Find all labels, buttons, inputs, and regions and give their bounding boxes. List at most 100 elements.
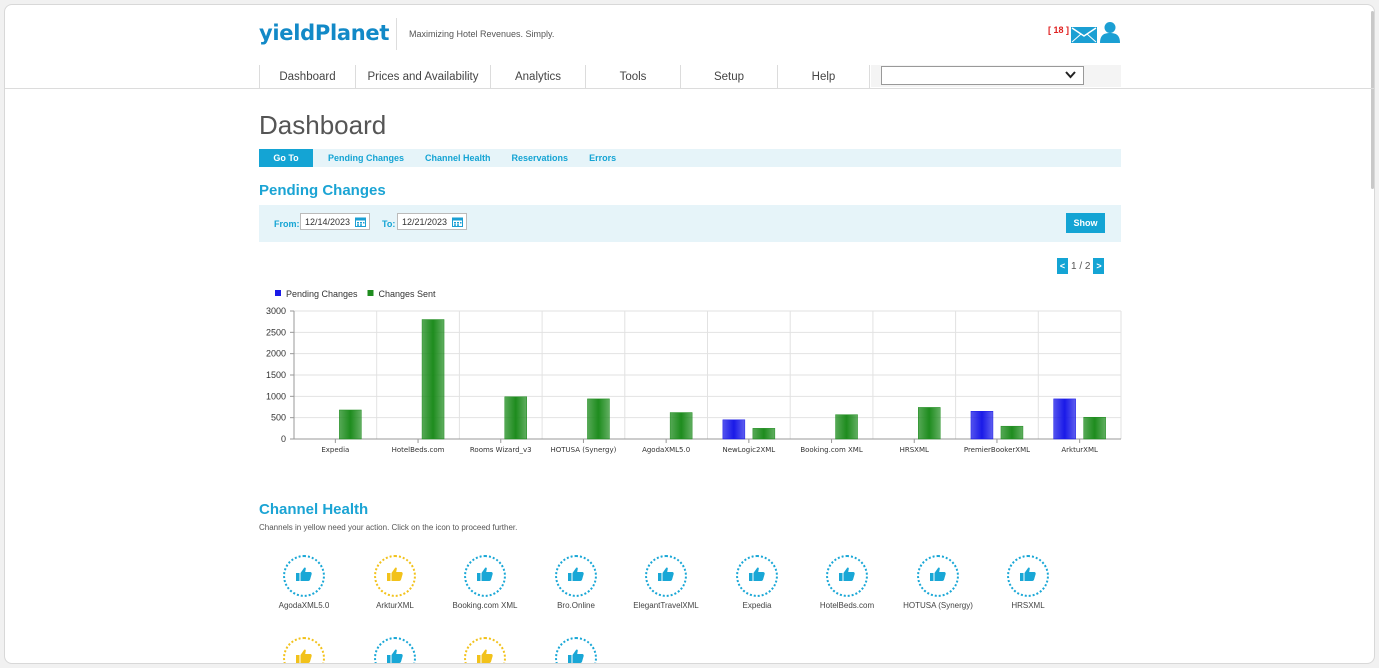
thumbs-up-icon[interactable] — [387, 648, 403, 664]
channel-status-circle[interactable] — [283, 555, 325, 597]
y-tick-label: 3000 — [266, 306, 286, 316]
channel-status-circle[interactable] — [826, 555, 868, 597]
channel-name: HOTUSA (Synergy) — [903, 601, 973, 610]
goto-errors[interactable]: Errors — [589, 153, 617, 163]
thumbs-up-icon[interactable] — [839, 566, 855, 586]
channel-item[interactable]: ArkturXML — [350, 555, 440, 610]
nav-analytics[interactable]: Analytics — [490, 65, 585, 89]
channel-item[interactable]: AgodaXML5.0 — [259, 555, 349, 610]
legend-label: Pending Changes — [286, 289, 358, 299]
bar-sent — [587, 398, 610, 440]
pager-next-button[interactable]: > — [1093, 258, 1105, 274]
top-header: yieldPlanet Maximizing Hotel Revenues. S… — [5, 5, 1374, 89]
channel-item[interactable]: ElegantTravelXML — [621, 555, 711, 610]
channel-status-circle[interactable] — [645, 555, 687, 597]
user-icon[interactable] — [1099, 21, 1121, 48]
thumbs-up-icon[interactable] — [568, 566, 584, 586]
thumbs-up-icon[interactable] — [1020, 566, 1036, 586]
calendar-icon[interactable] — [355, 217, 366, 229]
channel-item[interactable]: Expedia — [712, 555, 802, 610]
channel-item[interactable]: Booking.com XML — [440, 555, 530, 610]
show-button[interactable]: Show — [1066, 213, 1105, 233]
calendar-icon[interactable] — [452, 217, 463, 229]
channel-item[interactable]: Bro.Online — [531, 555, 621, 610]
bar-sent — [421, 319, 445, 440]
thumbs-up-icon[interactable] — [296, 648, 312, 664]
thumbs-up-icon[interactable] — [477, 648, 493, 664]
channel-item[interactable] — [350, 637, 440, 664]
channel-item[interactable] — [440, 637, 530, 664]
thumbs-up-icon[interactable] — [477, 566, 493, 586]
bar-sent — [752, 428, 776, 440]
chevron-down-icon — [1064, 68, 1077, 86]
y-tick-label: 500 — [271, 413, 286, 423]
property-select[interactable] — [881, 66, 1084, 85]
channel-status-circle[interactable] — [1007, 555, 1049, 597]
nav-help[interactable]: Help — [777, 65, 870, 89]
bar-pending — [1053, 398, 1076, 440]
legend-swatch — [367, 290, 374, 296]
x-tick-label: HRSXML — [900, 446, 929, 454]
to-date-value: 12/21/2023 — [402, 217, 448, 227]
goto-reservations[interactable]: Reservations — [511, 153, 569, 163]
pending-changes-chart: Pending Changes Changes Sent 0 500 1000 1500 2… — [266, 289, 1122, 454]
from-date-input[interactable]: 12/14/2023 — [300, 213, 370, 230]
goto-pending-changes[interactable]: Pending Changes — [328, 153, 405, 163]
yieldplanet-logo[interactable]: yieldPlanet — [259, 21, 390, 45]
thumbs-up-icon[interactable] — [930, 566, 946, 586]
thumbs-up-icon[interactable] — [658, 566, 674, 586]
channel-item[interactable] — [531, 637, 621, 664]
pager-prev-button[interactable]: < — [1057, 258, 1068, 274]
channel-health-description: Channels in yellow need your action. Cli… — [259, 523, 518, 532]
channel-status-circle[interactable] — [374, 555, 416, 597]
to-date-input[interactable]: 12/21/2023 — [397, 213, 467, 230]
vertical-scrollbar[interactable] — [1371, 11, 1374, 189]
x-tick-label: NewLogic2XML — [722, 446, 775, 454]
thumbs-up-icon[interactable] — [749, 566, 765, 586]
bar-sent — [339, 409, 362, 440]
channel-name: ArkturXML — [376, 601, 414, 610]
channel-status-circle[interactable] — [374, 637, 416, 664]
nav-dashboard[interactable]: Dashboard — [259, 65, 355, 89]
channel-item[interactable]: HotelBeds.com — [802, 555, 892, 610]
from-date-value: 12/14/2023 — [305, 217, 351, 227]
y-tick-label: 1500 — [266, 370, 286, 380]
notification-count[interactable]: [ 18 ] — [1048, 25, 1070, 35]
to-label: To: — [382, 219, 396, 229]
channel-name: HotelBeds.com — [819, 601, 875, 610]
channel-item[interactable]: HOTUSA (Synergy) — [893, 555, 983, 610]
nav-setup[interactable]: Setup — [680, 65, 777, 89]
bar-sent — [504, 396, 527, 440]
channel-item[interactable] — [259, 637, 349, 664]
channel-name: ElegantTravelXML — [633, 601, 699, 610]
bar-pending — [970, 411, 994, 440]
channel-status-circle[interactable] — [555, 637, 597, 664]
x-tick-label: PremierBookerXML — [964, 446, 1030, 454]
channel-status-circle[interactable] — [555, 555, 597, 597]
mail-icon[interactable] — [1071, 27, 1097, 48]
channel-status-circle[interactable] — [736, 555, 778, 597]
thumbs-up-icon[interactable] — [296, 566, 312, 586]
legend-swatch — [275, 290, 281, 296]
thumbs-up-icon[interactable] — [568, 648, 584, 664]
nav-tools[interactable]: Tools — [585, 65, 680, 89]
channel-name: Bro.Online — [557, 601, 595, 610]
legend-label: Changes Sent — [379, 289, 437, 299]
nav-prices-availability[interactable]: Prices and Availability — [355, 65, 490, 89]
channel-health-title: Channel Health — [259, 501, 369, 518]
goto-label: Go To — [259, 149, 313, 167]
date-filter-bar: From: 12/14/2023 To: 12/21/2023 Show — [259, 205, 1121, 242]
bar-sent — [1000, 425, 1024, 440]
x-tick-label: HOTUSA (Synergy) — [550, 446, 616, 454]
channel-status-circle[interactable] — [464, 555, 506, 597]
goto-channel-health[interactable]: Channel Health — [425, 153, 491, 163]
channel-status-circle[interactable] — [464, 637, 506, 664]
channel-status-circle[interactable] — [283, 637, 325, 664]
page-title: Dashboard — [259, 110, 387, 140]
bar-sent — [835, 414, 858, 440]
channel-item[interactable]: HRSXML — [983, 555, 1073, 610]
bar-pending — [722, 419, 746, 440]
channel-name: AgodaXML5.0 — [278, 601, 330, 610]
channel-status-circle[interactable] — [917, 555, 959, 597]
thumbs-up-icon[interactable] — [387, 566, 403, 586]
